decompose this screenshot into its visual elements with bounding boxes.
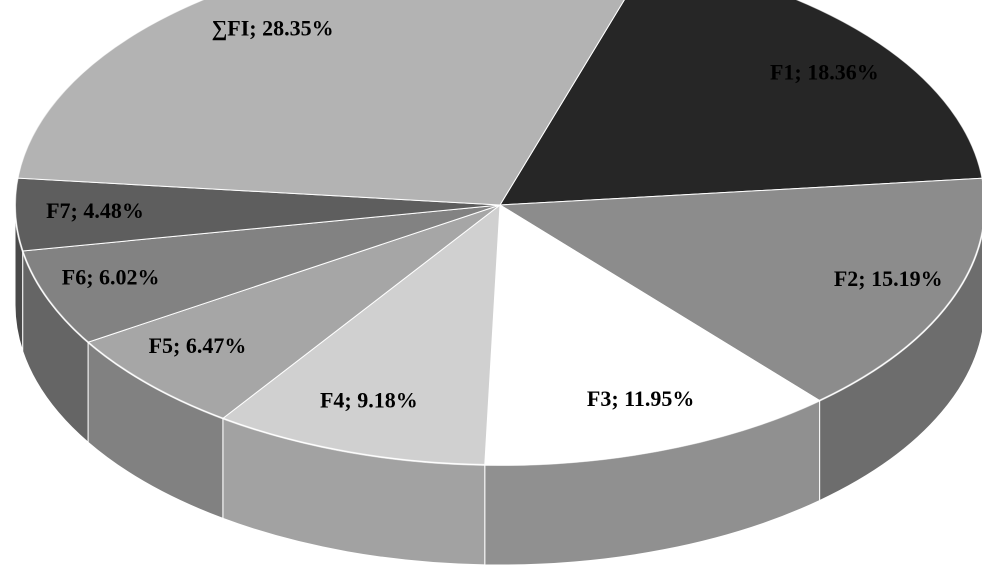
data-label: F1; 18.36% (770, 59, 879, 84)
data-label: F7; 4.48% (46, 198, 144, 223)
slice-sides (14, 204, 982, 566)
data-label: F2; 15.19% (834, 266, 943, 291)
rim (14, 0, 982, 466)
slice-tops (14, 0, 982, 466)
data-label: F3; 11.95% (587, 386, 695, 411)
labels: F1; 18.36% F2; 15.19% F3; 11.95% F4; 9.18% F… (46, 16, 943, 413)
data-label: F4; 9.18% (320, 388, 418, 413)
data-label: F5; 6.47% (149, 333, 247, 358)
data-label: F6; 6.02% (62, 265, 160, 290)
data-label: ∑FI; 28.35% (212, 16, 334, 41)
